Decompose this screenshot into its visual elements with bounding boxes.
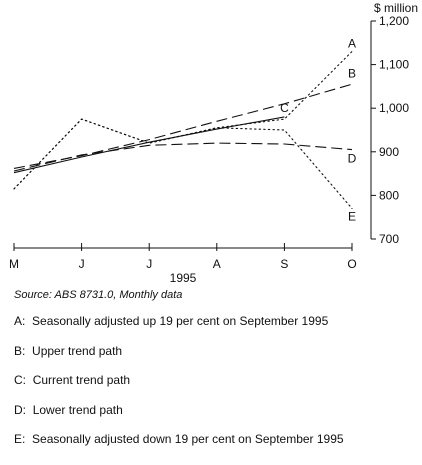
y-axis: 700 800 900 1,000 1,100 1,200$ million [370, 1, 418, 246]
legend-key: E [14, 432, 23, 446]
x-axis-label: 1995 [170, 271, 197, 285]
legend-text: Upper trend path [32, 343, 123, 358]
series-line-c [13, 116, 285, 174]
legend-item-e: E: Seasonally adjusted down 19 per cent … [14, 432, 344, 446]
y-tick-label: 700 [379, 232, 399, 246]
series-label-a: A [348, 37, 356, 51]
x-tick-label: M [9, 257, 19, 271]
series-label-b: B [348, 66, 356, 80]
legend-text: Seasonally adjusted up 19 per cent on Se… [32, 314, 329, 328]
x-axis: M J J A S O 1995 [9, 243, 357, 285]
y-axis-label: $ million [374, 1, 418, 15]
x-tick-label: O [347, 257, 356, 271]
series-line-a [13, 50, 353, 190]
y-tick-label: 1,000 [379, 101, 409, 115]
x-tick-label: J [79, 257, 85, 271]
chart-series [13, 50, 353, 210]
y-tick-label: 800 [379, 188, 399, 202]
legend-key: D [14, 402, 23, 417]
series-line-d [13, 142, 353, 172]
legend-key: C [14, 373, 23, 387]
series-line-b [13, 83, 353, 169]
legend-item-d: D: Lower trend path [14, 402, 123, 417]
x-tick-label: J [146, 257, 152, 271]
legend-key: A [14, 314, 23, 328]
legend-key: B [14, 343, 23, 358]
legend-item-c: C: Current trend path [14, 373, 131, 387]
series-labels: A B C D E [280, 37, 357, 224]
series-label-c: C [280, 101, 289, 115]
series-label-d: D [348, 151, 357, 165]
x-tick-label: A [213, 257, 221, 271]
y-tick-label: 1,200 [379, 14, 409, 28]
line-chart: 700 800 900 1,000 1,100 1,200$ million M J J A S O… [9, 1, 418, 285]
legend-text: Seasonally adjusted down 19 per cent on … [32, 432, 344, 446]
x-tick-label: S [280, 257, 288, 271]
y-tick-label: 900 [379, 145, 399, 159]
legend-item-b: B: Upper trend path [14, 343, 123, 358]
legend-item-a: A: Seasonally adjusted up 19 per cent on… [14, 314, 329, 328]
series-line-e [13, 118, 353, 210]
y-tick-label: 1,100 [379, 58, 409, 72]
legend-text: Lower trend path [32, 402, 123, 417]
series-label-e: E [348, 209, 356, 223]
legend-text: Current trend path [32, 373, 131, 387]
legend: A: Seasonally adjusted up 19 per cent on… [14, 314, 344, 462]
chart-source: Source: ABS 8731.0, Monthly data [14, 289, 183, 301]
